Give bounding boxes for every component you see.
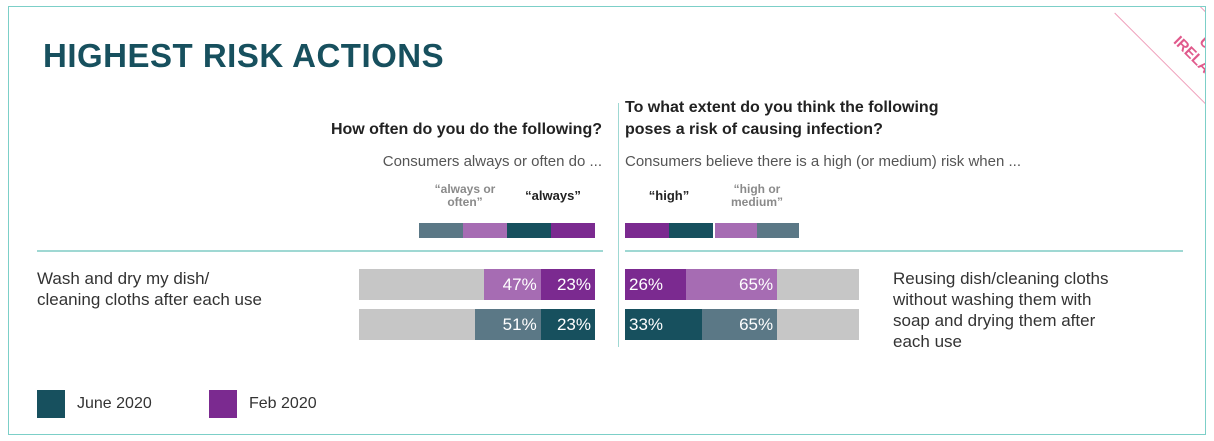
right-item-label-line3: soap and drying them after xyxy=(893,311,1096,330)
key-swatch-june-dark xyxy=(507,223,551,238)
key-swatch-feb-medium xyxy=(715,223,757,238)
region-badge: UK / IRELAND xyxy=(1089,7,1205,173)
left-item-label: Wash and dry my dish/ cleaning cloths af… xyxy=(37,268,262,310)
key-swatch-june-light xyxy=(419,223,463,238)
column-divider xyxy=(618,103,619,347)
left-subtitle: Consumers always or often do ... xyxy=(382,153,602,170)
legend-label-june-2020: June 2020 xyxy=(77,395,152,412)
infographic-frame: HIGHEST RISK ACTIONS UK / IRELAND How of… xyxy=(8,6,1206,435)
right-bar-june-high-or-medium: 65% xyxy=(702,309,778,340)
key-swatch-feb-dark xyxy=(551,223,595,238)
left-bar-june-always: 23% xyxy=(540,309,595,340)
right-bar-feb-high-or-medium: 65% xyxy=(685,269,778,300)
legend-swatch-june-2020 xyxy=(37,390,65,418)
left-header-rule xyxy=(37,250,603,252)
left-bar-feb-always: 23% xyxy=(540,269,595,300)
right-item-label-line1: Reusing dish/cleaning cloths xyxy=(893,269,1109,288)
legend-label-feb-2020: Feb 2020 xyxy=(249,395,317,412)
right-item-label-line4: each use xyxy=(893,332,962,351)
key-swatch-feb-high xyxy=(625,223,669,238)
left-key-always-or-often: “always or often” xyxy=(434,182,496,209)
right-question-line1: To what extent do you think the followin… xyxy=(625,99,939,116)
left-key-always: “always” xyxy=(525,188,581,203)
left-bar-june-always-or-often: 51% xyxy=(474,309,541,340)
right-question-line2: poses a risk of causing infection? xyxy=(625,121,883,138)
right-key-high-or-medium: “high or medium” xyxy=(730,182,783,209)
key-swatch-feb-light xyxy=(463,223,507,238)
left-item-label-line1: Wash and dry my dish/ xyxy=(37,269,210,288)
right-bar-june-high: 33% xyxy=(625,309,703,340)
key-swatch-june-medium xyxy=(757,223,799,238)
key-swatch-june-high xyxy=(669,223,713,238)
right-key-high: “high” xyxy=(648,188,690,203)
left-item-label-line2: cleaning cloths after each use xyxy=(37,290,262,309)
left-question: How often do you do the following? xyxy=(330,121,602,138)
legend-swatch-feb-2020 xyxy=(209,390,237,418)
right-item-label-line2: without washing them with xyxy=(893,290,1092,309)
right-item-label: Reusing dish/cleaning cloths without was… xyxy=(893,268,1108,352)
page-title: HIGHEST RISK ACTIONS xyxy=(43,37,445,74)
right-header-rule xyxy=(625,250,1183,252)
right-subtitle: Consumers believe there is a high (or me… xyxy=(625,153,1021,170)
right-bar-feb-high: 26% xyxy=(625,269,686,300)
left-bar-feb-always-or-often: 47% xyxy=(484,269,541,300)
